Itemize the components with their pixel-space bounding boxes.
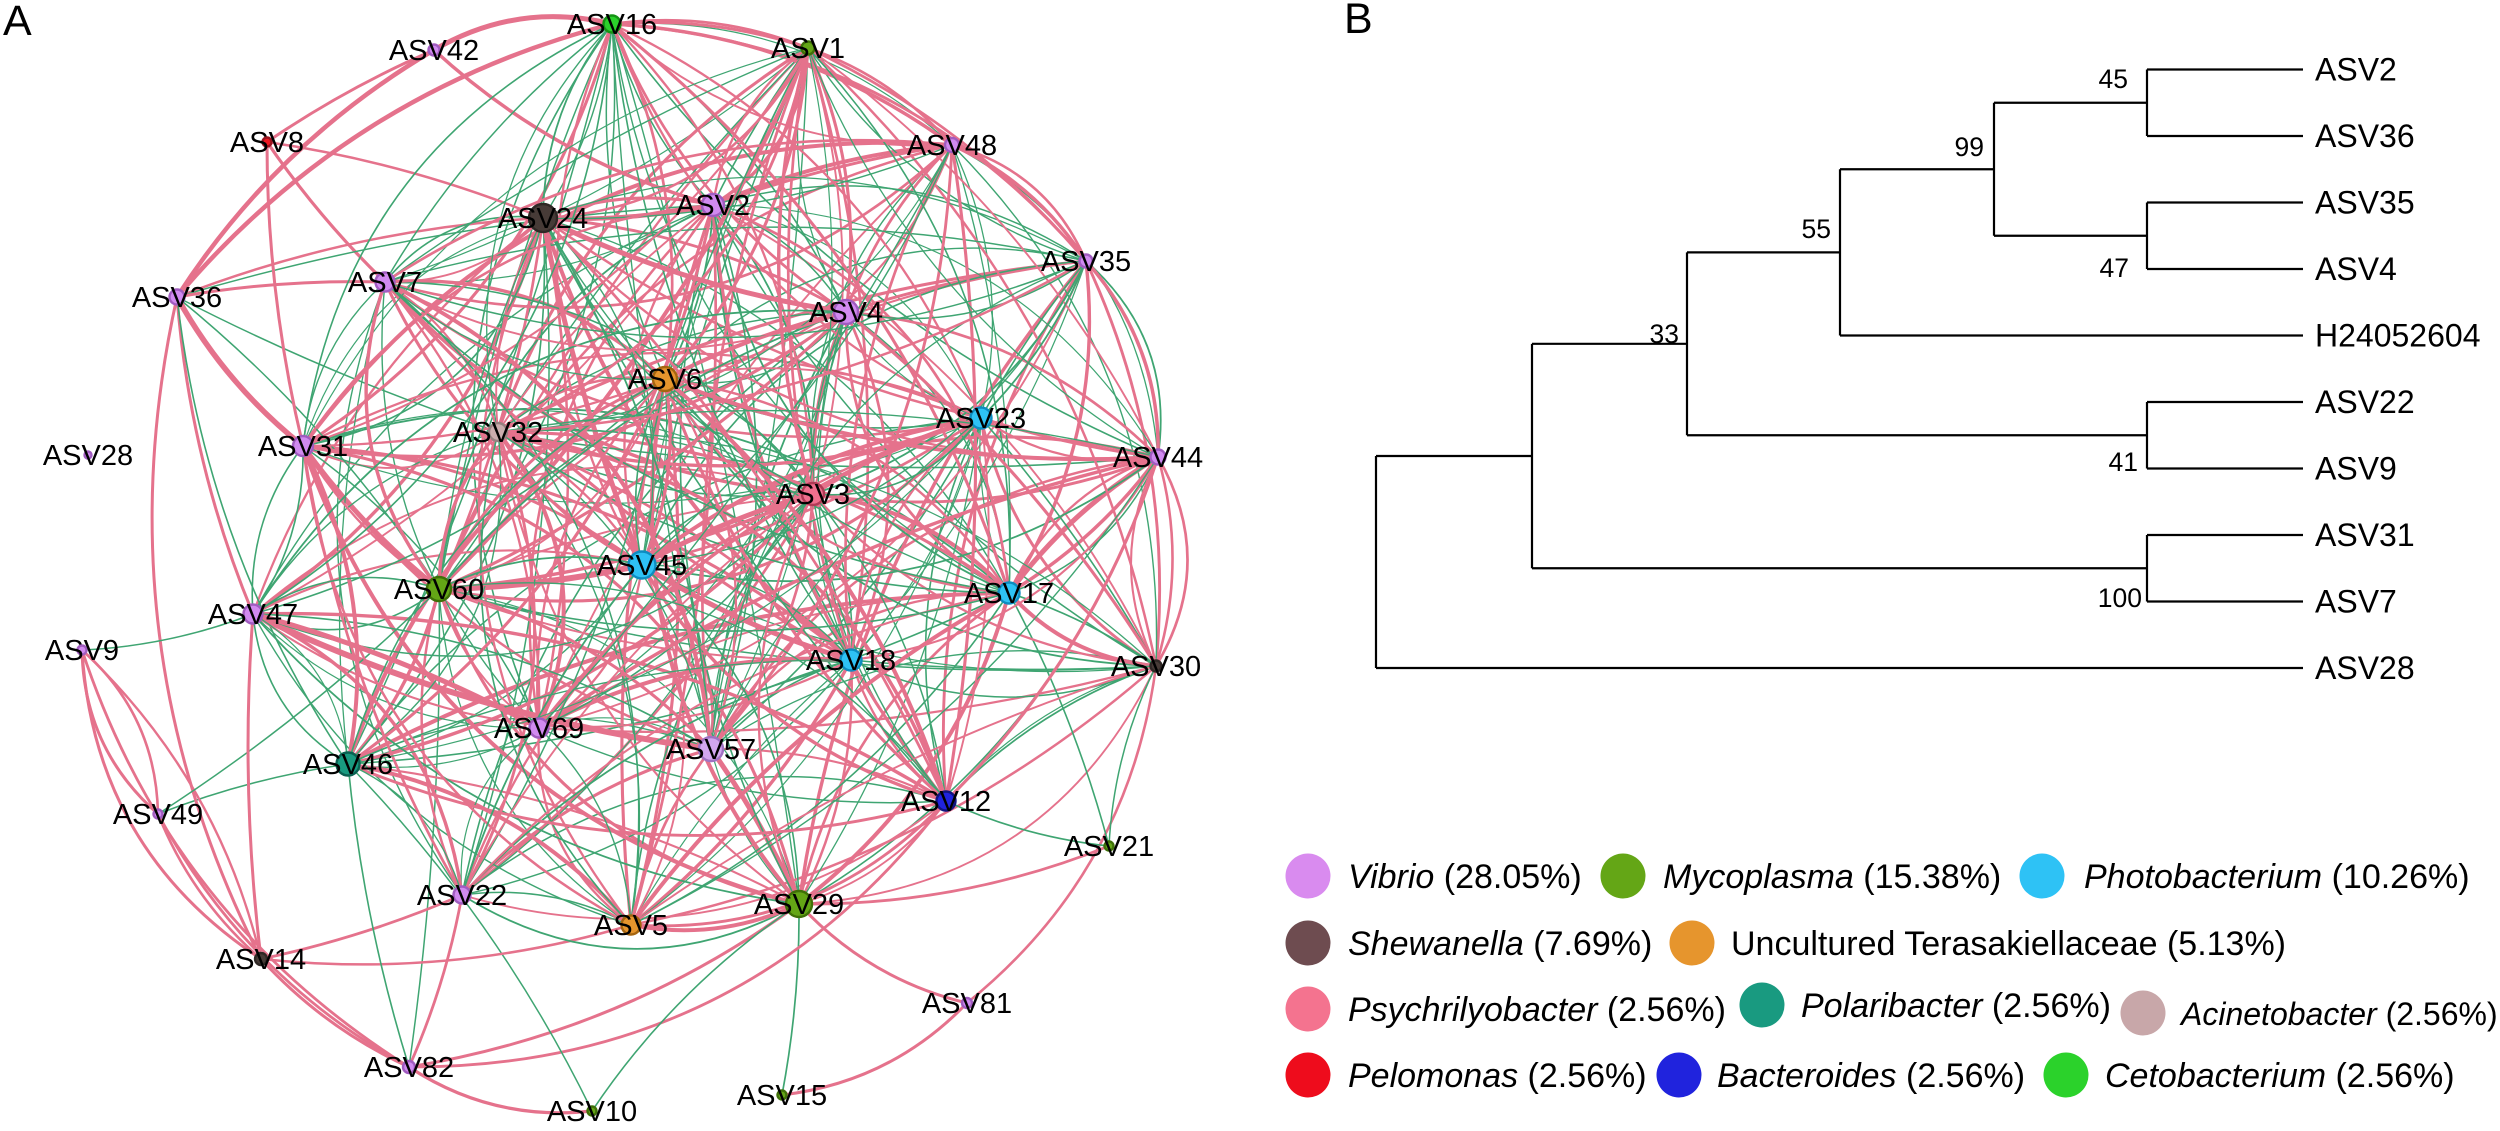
svg-text:41: 41 xyxy=(2109,447,2138,477)
svg-text:ASV22: ASV22 xyxy=(2315,384,2415,420)
svg-text:ASV22: ASV22 xyxy=(417,880,507,912)
svg-text:ASV82: ASV82 xyxy=(364,1052,454,1084)
svg-text:ASV1: ASV1 xyxy=(771,33,845,65)
svg-text:ASV47: ASV47 xyxy=(208,599,298,631)
svg-text:Polaribacter (2.56%): Polaribacter (2.56%) xyxy=(1801,987,2111,1025)
svg-text:ASV46: ASV46 xyxy=(303,749,393,781)
svg-text:ASV24: ASV24 xyxy=(498,203,588,235)
svg-text:ASV15: ASV15 xyxy=(737,1080,827,1112)
svg-text:55: 55 xyxy=(1802,214,1831,244)
svg-text:ASV36: ASV36 xyxy=(132,282,222,314)
svg-text:Psychrilyobacter (2.56%): Psychrilyobacter (2.56%) xyxy=(1348,991,1726,1029)
svg-text:ASV31: ASV31 xyxy=(2315,517,2415,553)
svg-text:ASV69: ASV69 xyxy=(494,713,584,745)
svg-text:ASV30: ASV30 xyxy=(1111,651,1201,683)
svg-text:ASV29: ASV29 xyxy=(754,889,844,921)
svg-text:B: B xyxy=(1344,0,1373,43)
svg-text:ASV12: ASV12 xyxy=(901,786,991,818)
svg-text:45: 45 xyxy=(2099,64,2128,94)
svg-text:ASV18: ASV18 xyxy=(806,645,896,677)
svg-text:Uncultured Terasakiellaceae (5: Uncultured Terasakiellaceae (5.13%) xyxy=(1731,925,2286,963)
svg-text:ASV7: ASV7 xyxy=(348,267,422,299)
svg-text:ASV2: ASV2 xyxy=(676,190,750,222)
svg-text:Pelomonas (2.56%): Pelomonas (2.56%) xyxy=(1348,1057,1647,1095)
svg-text:ASV4: ASV4 xyxy=(2315,251,2397,287)
svg-text:ASV10: ASV10 xyxy=(547,1096,637,1126)
svg-text:ASV4: ASV4 xyxy=(809,297,883,329)
svg-text:ASV8: ASV8 xyxy=(230,127,304,159)
svg-text:H24052604: H24052604 xyxy=(2315,318,2480,354)
svg-text:ASV31: ASV31 xyxy=(258,431,348,463)
svg-text:ASV35: ASV35 xyxy=(1041,246,1131,278)
svg-text:ASV35: ASV35 xyxy=(2315,185,2415,221)
svg-text:ASV32: ASV32 xyxy=(453,417,543,449)
svg-text:ASV21: ASV21 xyxy=(1064,831,1154,863)
svg-text:ASV36: ASV36 xyxy=(2315,118,2415,154)
svg-text:ASV3: ASV3 xyxy=(776,479,850,511)
svg-text:ASV28: ASV28 xyxy=(43,440,133,472)
svg-text:Vibrio (28.05%): Vibrio (28.05%) xyxy=(1348,858,1582,896)
svg-text:Bacteroides (2.56%): Bacteroides (2.56%) xyxy=(1717,1057,2025,1095)
svg-text:Cetobacterium (2.56%): Cetobacterium (2.56%) xyxy=(2105,1057,2455,1095)
svg-text:ASV45: ASV45 xyxy=(597,550,687,582)
svg-text:ASV48: ASV48 xyxy=(907,130,997,162)
svg-text:ASV16: ASV16 xyxy=(567,9,657,41)
svg-text:Mycoplasma (15.38%): Mycoplasma (15.38%) xyxy=(1663,858,2001,896)
svg-text:Shewanella (7.69%): Shewanella (7.69%) xyxy=(1348,925,1652,963)
svg-text:ASV5: ASV5 xyxy=(594,910,668,942)
svg-text:47: 47 xyxy=(2100,253,2129,283)
svg-text:ASV81: ASV81 xyxy=(922,988,1012,1020)
svg-text:A: A xyxy=(3,0,32,45)
svg-text:99: 99 xyxy=(1955,132,1984,162)
svg-text:ASV28: ASV28 xyxy=(2315,650,2415,686)
svg-text:ASV57: ASV57 xyxy=(666,734,756,766)
svg-text:ASV23: ASV23 xyxy=(936,403,1026,435)
svg-text:ASV14: ASV14 xyxy=(216,944,306,976)
svg-text:100: 100 xyxy=(2098,583,2142,613)
svg-text:Photobacterium (10.26%): Photobacterium (10.26%) xyxy=(2084,858,2470,896)
svg-text:33: 33 xyxy=(1650,319,1679,349)
svg-text:ASV9: ASV9 xyxy=(2315,451,2397,487)
svg-text:ASV42: ASV42 xyxy=(389,35,479,67)
svg-text:ASV44: ASV44 xyxy=(1113,442,1203,474)
svg-text:Acinetobacter (2.56%): Acinetobacter (2.56%) xyxy=(2179,996,2498,1032)
svg-text:ASV6: ASV6 xyxy=(628,364,702,396)
svg-text:ASV9: ASV9 xyxy=(45,635,119,667)
svg-text:ASV49: ASV49 xyxy=(113,799,203,831)
svg-text:ASV17: ASV17 xyxy=(964,578,1054,610)
svg-text:ASV60: ASV60 xyxy=(394,574,484,606)
svg-text:ASV7: ASV7 xyxy=(2315,584,2397,620)
svg-text:ASV2: ASV2 xyxy=(2315,52,2397,88)
